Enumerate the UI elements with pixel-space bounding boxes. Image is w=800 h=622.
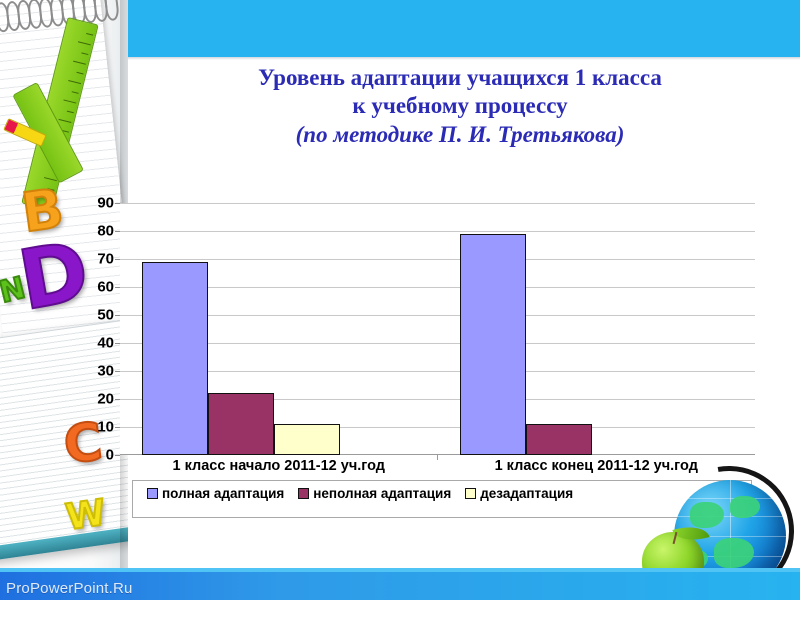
legend-item[interactable]: полная адаптация bbox=[133, 486, 284, 501]
gridline bbox=[120, 203, 755, 204]
bar-group bbox=[438, 203, 756, 455]
y-axis-tick-label: 20 bbox=[97, 390, 114, 408]
globe-latitude bbox=[674, 536, 786, 537]
globe-latitude bbox=[674, 498, 786, 499]
chart-legend: полная адаптация неполная адаптация дезада… bbox=[132, 480, 752, 518]
bar-chart: 0 10 20 30 40 50 60 70 80 90 1 класс начало 2011-… bbox=[86, 190, 758, 520]
gridline bbox=[120, 371, 755, 372]
gridline bbox=[120, 231, 755, 232]
y-axis-tick-label: 0 bbox=[105, 446, 114, 464]
ruler-tick bbox=[63, 99, 77, 104]
ruler-tick bbox=[71, 91, 79, 94]
y-axis-tick bbox=[115, 371, 120, 372]
ruler-tick bbox=[73, 60, 86, 65]
y-axis-tick-label: 60 bbox=[97, 278, 114, 296]
y-axis-tick bbox=[115, 315, 120, 316]
ruler-tick bbox=[66, 110, 74, 114]
y-axis-tick bbox=[115, 231, 120, 232]
top-bar-shadow bbox=[0, 57, 800, 60]
legend-label: неполная адаптация bbox=[313, 486, 452, 501]
bottom-bar-highlight bbox=[0, 568, 800, 572]
bar bbox=[274, 424, 340, 455]
category-label: 1 класс конец 2011-12 уч.год bbox=[494, 458, 698, 474]
legend-label: дезадаптация bbox=[480, 486, 574, 501]
slide-title: Уровень адаптации учащихся 1 класса к уч… bbox=[140, 64, 780, 149]
ruler-tick bbox=[76, 71, 84, 75]
globe-meridian bbox=[730, 480, 731, 592]
legend-swatch bbox=[147, 488, 158, 499]
letter-d-icon: D bbox=[11, 223, 97, 330]
y-axis-tick-label: 90 bbox=[97, 194, 114, 212]
gridline bbox=[120, 259, 755, 260]
legend-item[interactable]: дезадаптация bbox=[451, 486, 573, 501]
y-axis-labels: 0 10 20 30 40 50 60 70 80 90 bbox=[86, 190, 120, 464]
bar-groups bbox=[120, 203, 756, 460]
bar bbox=[208, 393, 274, 455]
y-axis-tick bbox=[115, 203, 120, 204]
y-axis-tick-label: 50 bbox=[97, 306, 114, 324]
x-axis-category-labels: 1 класс начало 2011-12 уч.год 1 класс кон… bbox=[120, 458, 755, 474]
y-axis-tick-label: 10 bbox=[97, 418, 114, 436]
ruler-tick bbox=[58, 118, 72, 123]
bottom-accent-bar bbox=[0, 572, 800, 600]
ruler-tick bbox=[81, 52, 89, 56]
x-axis-line bbox=[120, 454, 755, 455]
watermark-text: ProPowerPoint.Ru bbox=[6, 580, 133, 597]
ruler-tick bbox=[77, 41, 91, 46]
title-line-3: (по методике П. И. Третьякова) bbox=[295, 121, 625, 147]
y-axis-tick bbox=[115, 259, 120, 260]
bar bbox=[459, 233, 526, 455]
y-axis-tick bbox=[115, 343, 120, 344]
globe-latitude bbox=[674, 516, 786, 517]
y-axis-tick-label: 30 bbox=[97, 362, 114, 380]
globe-landmass bbox=[730, 496, 760, 518]
legend-item[interactable]: неполная адаптация bbox=[284, 486, 451, 501]
bar bbox=[525, 424, 592, 455]
y-axis-tick bbox=[115, 427, 120, 428]
title-line-1: Уровень адаптации учащихся 1 класса bbox=[258, 65, 662, 90]
ruler-tick bbox=[86, 32, 94, 36]
globe-landmass bbox=[690, 502, 724, 528]
category-label: 1 класс начало 2011-12 уч.год bbox=[172, 458, 385, 474]
y-axis-tick bbox=[115, 287, 120, 288]
gridline bbox=[120, 287, 755, 288]
y-axis-tick-label: 80 bbox=[97, 222, 114, 240]
top-accent-bar bbox=[0, 0, 800, 57]
group-separator-tick bbox=[436, 455, 438, 460]
ruler-tick bbox=[68, 80, 82, 85]
bar bbox=[142, 261, 208, 455]
legend-label: полная адаптация bbox=[162, 486, 285, 501]
legend-swatch bbox=[298, 488, 310, 499]
y-axis-tick-label: 40 bbox=[97, 334, 114, 352]
gridline bbox=[120, 343, 755, 344]
y-axis-tick bbox=[115, 399, 120, 400]
bar-group bbox=[120, 203, 438, 460]
gridline bbox=[120, 427, 755, 428]
gridline bbox=[120, 315, 755, 316]
y-axis-tick-label: 70 bbox=[97, 250, 114, 268]
plot-area bbox=[120, 203, 755, 455]
legend-swatch bbox=[465, 488, 477, 499]
y-axis-tick bbox=[115, 455, 120, 456]
globe-landmass bbox=[714, 538, 754, 568]
gridline bbox=[120, 399, 755, 400]
title-line-2: к учебному процессу bbox=[352, 93, 568, 119]
